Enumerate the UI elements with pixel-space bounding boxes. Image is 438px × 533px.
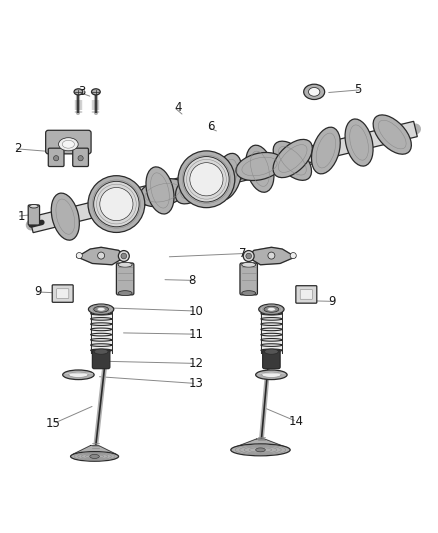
- Ellipse shape: [243, 251, 254, 262]
- Ellipse shape: [94, 181, 139, 227]
- Ellipse shape: [97, 308, 105, 311]
- Ellipse shape: [236, 152, 283, 181]
- Ellipse shape: [259, 304, 284, 314]
- Ellipse shape: [71, 451, 119, 461]
- Text: 13: 13: [188, 377, 203, 390]
- FancyBboxPatch shape: [261, 311, 283, 353]
- FancyBboxPatch shape: [52, 285, 73, 302]
- Ellipse shape: [213, 154, 242, 200]
- Ellipse shape: [268, 252, 275, 259]
- Ellipse shape: [242, 290, 256, 296]
- Text: 14: 14: [289, 415, 304, 428]
- Ellipse shape: [118, 251, 129, 262]
- Ellipse shape: [69, 372, 88, 377]
- FancyBboxPatch shape: [117, 263, 134, 295]
- Ellipse shape: [184, 157, 229, 202]
- Ellipse shape: [139, 179, 186, 207]
- FancyBboxPatch shape: [92, 350, 110, 369]
- Ellipse shape: [246, 253, 251, 259]
- Ellipse shape: [373, 115, 411, 154]
- FancyBboxPatch shape: [48, 148, 64, 166]
- Ellipse shape: [290, 253, 296, 259]
- Ellipse shape: [268, 308, 276, 311]
- Ellipse shape: [264, 306, 279, 312]
- Ellipse shape: [308, 87, 320, 96]
- Ellipse shape: [76, 253, 82, 259]
- Ellipse shape: [176, 166, 215, 204]
- Ellipse shape: [304, 84, 325, 100]
- FancyBboxPatch shape: [57, 289, 69, 298]
- Text: 7: 7: [239, 247, 246, 260]
- Polygon shape: [247, 247, 295, 265]
- Text: 9: 9: [35, 285, 42, 298]
- Ellipse shape: [53, 156, 59, 161]
- Ellipse shape: [90, 455, 99, 458]
- Text: 15: 15: [46, 417, 61, 430]
- Ellipse shape: [273, 140, 312, 177]
- Ellipse shape: [74, 89, 83, 95]
- Ellipse shape: [265, 349, 279, 354]
- Ellipse shape: [88, 176, 145, 232]
- Polygon shape: [77, 247, 125, 265]
- FancyBboxPatch shape: [240, 263, 258, 295]
- Ellipse shape: [256, 370, 287, 379]
- Text: 12: 12: [188, 357, 203, 370]
- Ellipse shape: [256, 448, 265, 452]
- Text: 4: 4: [174, 101, 182, 114]
- Ellipse shape: [51, 193, 79, 240]
- Polygon shape: [29, 148, 317, 232]
- Text: 11: 11: [188, 328, 203, 341]
- Ellipse shape: [59, 138, 78, 151]
- FancyBboxPatch shape: [263, 350, 280, 369]
- Polygon shape: [234, 439, 287, 448]
- Ellipse shape: [273, 141, 311, 180]
- Text: 10: 10: [188, 304, 203, 318]
- Ellipse shape: [98, 252, 105, 259]
- Polygon shape: [73, 446, 116, 454]
- Ellipse shape: [92, 89, 100, 95]
- FancyBboxPatch shape: [28, 205, 39, 225]
- Ellipse shape: [262, 372, 281, 377]
- Ellipse shape: [94, 306, 109, 312]
- FancyBboxPatch shape: [300, 289, 312, 299]
- Text: 9: 9: [328, 295, 336, 308]
- Ellipse shape: [78, 156, 83, 161]
- Text: 8: 8: [188, 274, 196, 287]
- Ellipse shape: [118, 262, 132, 267]
- Ellipse shape: [311, 127, 340, 174]
- Ellipse shape: [246, 145, 274, 192]
- Text: 3: 3: [78, 85, 86, 99]
- Ellipse shape: [345, 119, 373, 166]
- Ellipse shape: [62, 140, 74, 148]
- Ellipse shape: [29, 205, 38, 208]
- Polygon shape: [123, 122, 417, 206]
- Ellipse shape: [88, 304, 114, 314]
- Ellipse shape: [100, 188, 133, 221]
- Text: 5: 5: [354, 83, 362, 96]
- Ellipse shape: [94, 349, 108, 354]
- Ellipse shape: [178, 151, 235, 208]
- Ellipse shape: [146, 167, 174, 214]
- Ellipse shape: [118, 290, 132, 296]
- Ellipse shape: [242, 262, 256, 267]
- Text: 1: 1: [17, 210, 25, 223]
- FancyBboxPatch shape: [73, 148, 88, 166]
- Ellipse shape: [190, 163, 223, 196]
- Text: 6: 6: [207, 120, 215, 133]
- FancyBboxPatch shape: [296, 286, 317, 303]
- Ellipse shape: [231, 444, 290, 456]
- Ellipse shape: [121, 253, 127, 259]
- Ellipse shape: [63, 370, 94, 379]
- FancyBboxPatch shape: [46, 130, 91, 154]
- FancyBboxPatch shape: [90, 311, 112, 353]
- Text: 2: 2: [14, 142, 21, 155]
